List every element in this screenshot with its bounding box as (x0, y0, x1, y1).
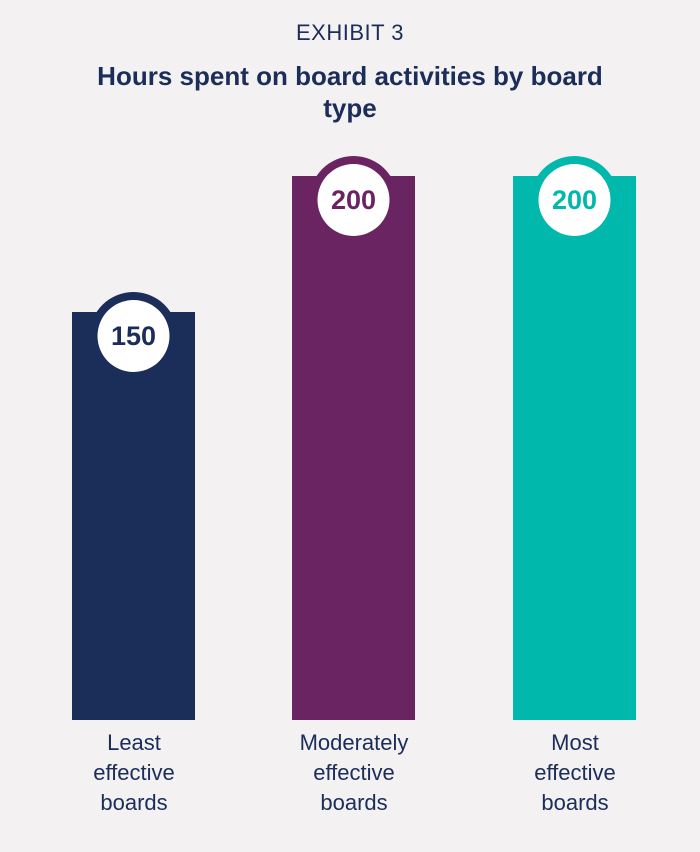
exhibit-label: EXHIBIT 3 (295, 20, 405, 45)
chart-title: Hours spent on board activities by board… (97, 61, 603, 123)
category-label-line: effective (534, 760, 616, 785)
category-label-line: boards (320, 790, 388, 815)
value-badge (97, 300, 170, 372)
value-badge (317, 164, 390, 236)
value-badge (538, 164, 611, 236)
category-label-least: Least effective boards (49, 728, 219, 818)
data-label: 200 (552, 185, 597, 215)
bar (513, 176, 636, 720)
category-label-line: Most (551, 730, 599, 755)
category-label-line: boards (541, 790, 609, 815)
data-label: 150 (111, 321, 156, 351)
category-label-line: boards (100, 790, 168, 815)
data-label: 200 (331, 185, 376, 215)
category-label-line: Least (107, 730, 161, 755)
category-label-line: Moderately (299, 730, 409, 755)
category-label-line: effective (93, 760, 175, 785)
category-label-moderately: Moderately effective boards (269, 728, 439, 818)
bar (292, 176, 415, 720)
category-label-line: effective (313, 760, 395, 785)
category-label-most: Most effective boards (490, 728, 660, 818)
